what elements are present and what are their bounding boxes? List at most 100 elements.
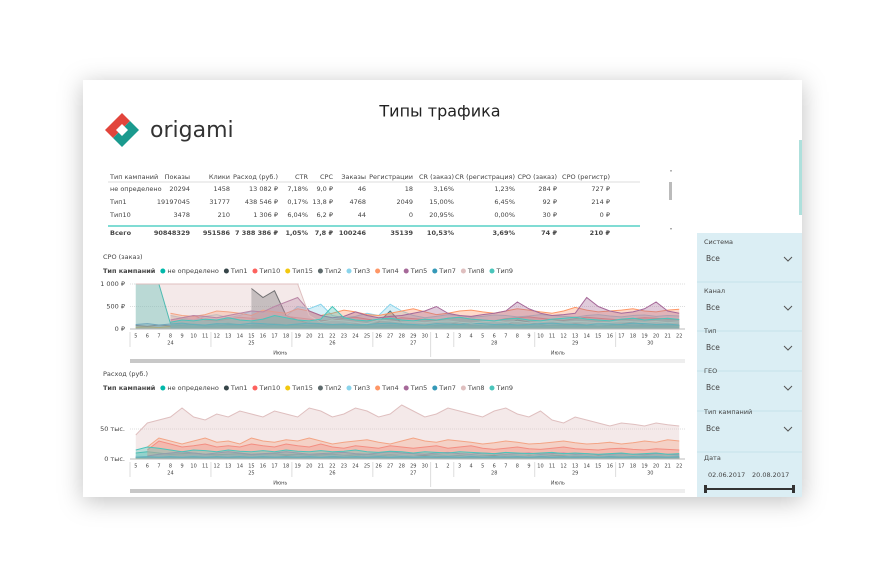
x-tick-label: 12 (560, 464, 566, 470)
series-line (147, 437, 680, 448)
legend-label: Тип10 (258, 384, 280, 392)
logo-text: origami (150, 118, 234, 143)
chart-title: CPO (заказ) (103, 253, 143, 261)
week-label: 28 (491, 341, 497, 347)
legend-label: Тип2 (324, 384, 342, 392)
slicer-chevron[interactable] (783, 385, 793, 391)
slicer-label: ГЕО (704, 367, 717, 375)
table-total: 3,69% (492, 229, 515, 237)
table-total: 7,8 ₽ (315, 229, 334, 237)
legend-label: Тип4 (381, 267, 399, 275)
date-end: 20.08.2017 (752, 471, 789, 479)
legend-swatch (252, 268, 258, 274)
x-tick-label: 27 (387, 334, 393, 340)
x-tick-label: 10 (190, 334, 196, 340)
table-cell: 7,18% (287, 185, 308, 193)
table-cell: 20294 (169, 185, 190, 193)
series-area (135, 284, 680, 329)
month-label: Июнь (273, 481, 287, 487)
series-line (135, 323, 680, 327)
x-tick-label: 11 (202, 464, 208, 470)
x-tick-label: 3 (458, 334, 461, 340)
month-label: Июнь (273, 351, 287, 357)
table-header: CPC (320, 173, 333, 181)
chart-title: Расход (руб.) (103, 370, 148, 378)
x-tick-label: 5 (481, 464, 484, 470)
series-area (135, 447, 680, 459)
week-label: 30 (647, 341, 653, 347)
date-handle-start[interactable] (704, 485, 707, 493)
date-handle-end[interactable] (792, 485, 795, 493)
x-tick-label: 24 (352, 464, 358, 470)
x-tick-label: 14 (237, 464, 243, 470)
table-cell: 1458 (213, 185, 230, 193)
y-tick-label: 0 ₽ (115, 325, 125, 333)
series-area (135, 405, 680, 459)
series-line (170, 296, 680, 321)
x-tick-label: 16 (607, 334, 613, 340)
legend-label: Тип1 (230, 384, 248, 392)
slicer-label: Система (704, 238, 733, 246)
slicer-label: Тип (703, 327, 716, 335)
legend-label: Тип4 (381, 384, 399, 392)
table-total: 1,05% (285, 229, 308, 237)
slicer-panel (697, 233, 802, 497)
slicer-chevron[interactable] (783, 305, 793, 311)
table-header: Клики (209, 173, 230, 181)
x-tick-label: 13 (225, 464, 231, 470)
x-tick-label: 25 (364, 334, 370, 340)
month-label: Июль (551, 351, 565, 357)
x-tick-label: 20 (306, 464, 312, 470)
x-tick-label: 23 (341, 464, 347, 470)
x-tick-label: 19 (294, 334, 300, 340)
table-header: CTR (295, 173, 309, 181)
x-tick-label: 5 (481, 334, 484, 340)
table-cell: 3,16% (433, 185, 454, 193)
x-tick-label: 12 (214, 334, 220, 340)
week-label: 29 (572, 341, 578, 347)
x-tick-label: 11 (549, 334, 555, 340)
slicer-chevron[interactable] (783, 426, 793, 432)
table-cell: не определено (110, 185, 162, 193)
legend-swatch (223, 268, 229, 274)
x-tick-label: 13 (572, 334, 578, 340)
x-tick-label: 6 (493, 334, 496, 340)
table-cell: 15,00% (429, 198, 454, 206)
week-label: 25 (248, 341, 254, 347)
legend-label: Тип15 (291, 384, 313, 392)
legend-swatch (252, 385, 258, 391)
table-cell: 92 ₽ (543, 198, 557, 206)
table-cell: 2049 (396, 198, 413, 206)
legend-swatch (489, 268, 495, 274)
x-tick-label: 15 (595, 334, 601, 340)
table-cell: 1,23% (494, 185, 515, 193)
legend-label: Тип3 (353, 267, 371, 275)
legend-swatch (375, 385, 381, 391)
series-line (135, 322, 680, 326)
x-tick-label: 13 (572, 464, 578, 470)
x-tick-label: 22 (676, 334, 682, 340)
x-tick-label: 1 (435, 464, 438, 470)
table-cell: 19197045 (157, 198, 190, 206)
series-line (135, 283, 680, 325)
slicer-chevron[interactable] (783, 345, 793, 351)
x-tick-label: 9 (527, 464, 530, 470)
legend-label: Тип9 (495, 267, 513, 275)
table-cell: 1 306 ₽ (253, 211, 278, 219)
week-label: 25 (248, 471, 254, 477)
table-header: Тип кампаний (109, 173, 158, 181)
table-total: 210 ₽ (590, 229, 611, 237)
slicer-chevron[interactable] (783, 256, 793, 262)
legend-swatch (285, 268, 291, 274)
series-area (135, 326, 680, 329)
series-area (170, 306, 680, 329)
week-label: 26 (329, 341, 335, 347)
slicer-value: Все (706, 424, 720, 433)
report-card (83, 80, 802, 497)
week-label: 24 (167, 341, 173, 347)
x-tick-label: 3 (458, 464, 461, 470)
x-tick-label: 24 (352, 334, 358, 340)
legend-swatch (403, 385, 409, 391)
legend-swatch (489, 385, 495, 391)
table-cell: 9,0 ₽ (316, 185, 333, 193)
